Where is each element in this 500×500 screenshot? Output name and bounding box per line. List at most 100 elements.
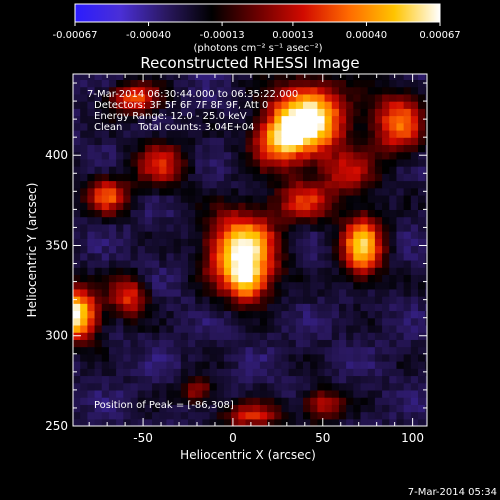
- heatmap-cell: [324, 411, 333, 420]
- heatmap-cell: [281, 397, 290, 405]
- heatmap-cell: [209, 238, 218, 247]
- heatmap-cell: [410, 115, 419, 124]
- heatmap-cell: [238, 332, 247, 340]
- heatmap-cell: [303, 281, 311, 290]
- heatmap-cell: [403, 79, 412, 88]
- heatmap-cell: [101, 166, 110, 174]
- heatmap-cell: [116, 79, 124, 88]
- heatmap-cell: [324, 86, 333, 95]
- heatmap-cell: [223, 382, 232, 391]
- heatmap-cell: [396, 151, 405, 160]
- heatmap-cell: [144, 411, 153, 420]
- heatmap-cell: [295, 137, 304, 145]
- heatmap-cell: [116, 418, 124, 426]
- heatmap-cell: [209, 166, 218, 174]
- heatmap-cell: [295, 122, 304, 131]
- heatmap-cell: [231, 144, 239, 153]
- heatmap-cell: [382, 223, 390, 232]
- heatmap-cell: [245, 324, 254, 333]
- heatmap-cell: [259, 223, 268, 232]
- heatmap-cell: [382, 151, 390, 160]
- heatmap-cell: [116, 151, 124, 160]
- heatmap-cell: [123, 151, 132, 160]
- heatmap-cell: [346, 122, 354, 131]
- heatmap-cell: [152, 281, 160, 290]
- heatmap-cell: [87, 74, 96, 81]
- heatmap-cell: [123, 368, 132, 377]
- heatmap-cell: [245, 194, 254, 203]
- heatmap-cell: [252, 79, 261, 88]
- heatmap-cell: [116, 101, 124, 109]
- heatmap-cell: [382, 74, 390, 81]
- heatmap-cell: [267, 115, 275, 124]
- heatmap-cell: [310, 238, 318, 247]
- heatmap-cell: [295, 202, 304, 210]
- heatmap-cell: [303, 180, 311, 189]
- heatmap-cell: [317, 86, 326, 95]
- heatmap-cell: [374, 86, 383, 95]
- heatmap-cell: [274, 194, 283, 203]
- heatmap-cell: [353, 231, 362, 239]
- heatmap-cell: [195, 389, 203, 398]
- heatmap-cell: [144, 231, 153, 239]
- heatmap-cell: [231, 288, 239, 297]
- heatmap-cell: [180, 223, 189, 232]
- heatmap-cell: [195, 397, 203, 405]
- heatmap-cell: [288, 281, 297, 290]
- heatmap-cell: [173, 346, 182, 355]
- heatmap-cell: [152, 194, 160, 203]
- heatmap-cell: [159, 375, 168, 384]
- heatmap-cell: [418, 158, 426, 167]
- heatmap-cell: [353, 317, 362, 326]
- heatmap-cell: [94, 74, 103, 81]
- heatmap-cell: [231, 86, 239, 95]
- heatmap-cell: [295, 296, 304, 304]
- heatmap-cell: [425, 122, 427, 131]
- heatmap-cell: [389, 288, 398, 297]
- heatmap-cell: [223, 209, 232, 218]
- heatmap-cell: [410, 411, 419, 420]
- heatmap-cell: [367, 137, 376, 145]
- heatmap-cell: [259, 353, 268, 362]
- heatmap-cell: [216, 397, 225, 405]
- heatmap-cell: [259, 324, 268, 333]
- heatmap-cell: [245, 86, 254, 95]
- heatmap-cell: [123, 332, 132, 340]
- heatmap-cell: [116, 223, 124, 232]
- heatmap-cell: [101, 129, 110, 138]
- heatmap-cell: [346, 353, 354, 362]
- heatmap-cell: [374, 194, 383, 203]
- heatmap-cell: [223, 86, 232, 95]
- heatmap-cell: [188, 389, 196, 398]
- heatmap-cell: [195, 346, 203, 355]
- heatmap-cell: [288, 274, 297, 283]
- heatmap-cell: [410, 173, 419, 182]
- heatmap-cell: [216, 339, 225, 348]
- heatmap-cell: [238, 209, 247, 218]
- heatmap-cell: [382, 361, 390, 369]
- heatmap-cell: [216, 137, 225, 145]
- heatmap-cell: [274, 137, 283, 145]
- heatmap-cell: [188, 375, 196, 384]
- heatmap-cell: [331, 216, 340, 225]
- heatmap-cell: [346, 418, 354, 426]
- heatmap-cell: [324, 310, 333, 319]
- heatmap-cell: [367, 245, 376, 254]
- heatmap-cell: [80, 317, 88, 326]
- heatmap-cell: [382, 137, 390, 145]
- heatmap-cell: [303, 404, 311, 413]
- heatmap-cell: [173, 375, 182, 384]
- heatmap-cell: [403, 245, 412, 254]
- heatmap-cell: [223, 361, 232, 369]
- heatmap-cell: [238, 129, 247, 138]
- heatmap-cell: [202, 93, 211, 102]
- heatmap-cell: [252, 231, 261, 239]
- heatmap-cell: [130, 93, 139, 102]
- heatmap-cell: [389, 411, 398, 420]
- heatmap-cell: [216, 389, 225, 398]
- heatmap-cell: [101, 267, 110, 275]
- heatmap-cell: [159, 404, 168, 413]
- heatmap-cell: [324, 317, 333, 326]
- heatmap-cell: [87, 173, 96, 182]
- heatmap-cell: [216, 79, 225, 88]
